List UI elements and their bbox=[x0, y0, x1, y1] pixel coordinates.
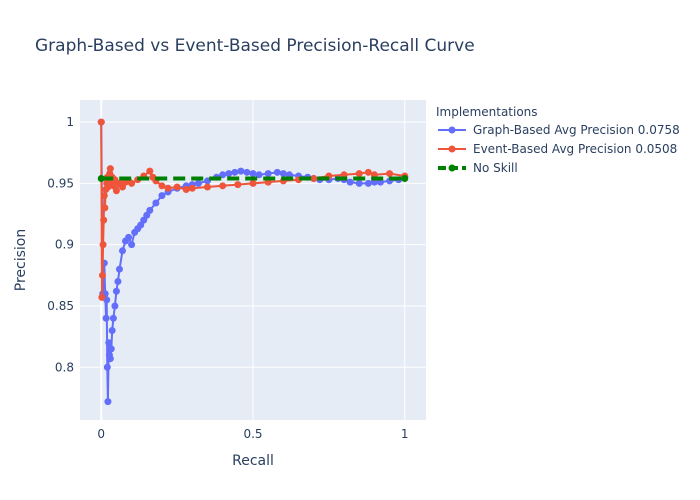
data-point bbox=[99, 241, 107, 249]
data-point bbox=[264, 170, 272, 178]
legend-label: Graph-Based Avg Precision 0.0758 bbox=[473, 123, 680, 137]
data-point bbox=[279, 170, 287, 178]
legend-label: Event-Based Avg Precision 0.0508 bbox=[473, 142, 677, 156]
y-axis-title: Precision bbox=[13, 229, 29, 291]
data-point bbox=[112, 187, 120, 195]
data-point bbox=[118, 247, 126, 255]
data-point bbox=[98, 271, 106, 279]
data-point bbox=[146, 167, 154, 175]
data-point bbox=[182, 186, 190, 194]
legend[interactable]: Implementations Graph-Based Avg Precisio… bbox=[436, 105, 680, 175]
legend-item[interactable]: No Skill bbox=[438, 161, 518, 175]
data-point bbox=[97, 118, 105, 126]
legend-title: Implementations bbox=[436, 105, 538, 119]
data-point bbox=[108, 326, 116, 334]
y-tick-label: 0.95 bbox=[47, 176, 74, 190]
data-point bbox=[237, 167, 245, 175]
y-tick-label: 0.9 bbox=[55, 238, 74, 252]
y-tick-label: 0.8 bbox=[55, 360, 74, 374]
data-point bbox=[106, 355, 114, 363]
data-point bbox=[355, 179, 363, 187]
data-point bbox=[188, 184, 196, 192]
data-point bbox=[401, 174, 409, 182]
data-point bbox=[173, 183, 181, 191]
data-point bbox=[364, 168, 372, 176]
data-point bbox=[234, 181, 242, 189]
legend-swatch-marker bbox=[448, 126, 456, 134]
data-point bbox=[115, 265, 123, 273]
data-point bbox=[225, 170, 233, 178]
data-point bbox=[355, 170, 363, 178]
legend-item[interactable]: Graph-Based Avg Precision 0.0758 bbox=[438, 123, 680, 137]
legend-label: No Skill bbox=[473, 161, 518, 175]
data-point bbox=[100, 192, 108, 200]
series-2 bbox=[97, 174, 409, 182]
data-point bbox=[105, 339, 113, 347]
legend-swatch-marker bbox=[448, 145, 456, 153]
data-point bbox=[112, 287, 120, 295]
data-point bbox=[203, 183, 211, 191]
data-point bbox=[146, 206, 154, 214]
data-point bbox=[310, 174, 318, 182]
data-point bbox=[386, 170, 394, 178]
data-point bbox=[128, 179, 136, 187]
chart-title: Graph-Based vs Event-Based Precision-Rec… bbox=[35, 36, 475, 56]
data-point bbox=[128, 241, 136, 249]
data-point bbox=[152, 199, 160, 207]
legend-items[interactable]: Graph-Based Avg Precision 0.0758 Event-Ba… bbox=[438, 123, 680, 175]
data-point bbox=[219, 182, 227, 190]
data-point bbox=[346, 178, 354, 186]
tick-labels: 0 0.5 1 0.8 0.85 0.9 0.95 1 bbox=[47, 115, 408, 441]
data-point bbox=[243, 168, 251, 176]
data-point bbox=[106, 165, 114, 173]
data-point bbox=[158, 192, 166, 200]
y-tick-label: 0.85 bbox=[47, 299, 74, 313]
x-tick-label: 0 bbox=[97, 427, 105, 441]
data-point bbox=[273, 168, 281, 176]
data-point bbox=[125, 233, 133, 241]
data-point bbox=[164, 184, 172, 192]
data-point bbox=[100, 216, 108, 224]
data-point bbox=[249, 179, 257, 187]
data-point bbox=[109, 314, 117, 322]
data-point bbox=[158, 182, 166, 190]
y-tick-label: 1 bbox=[66, 115, 74, 129]
legend-item[interactable]: Event-Based Avg Precision 0.0508 bbox=[438, 142, 677, 156]
x-tick-label: 0.5 bbox=[243, 427, 262, 441]
series-layer bbox=[97, 118, 409, 406]
data-point bbox=[107, 345, 115, 353]
data-point bbox=[97, 174, 105, 182]
data-point bbox=[101, 204, 109, 212]
x-axis-title: Recall bbox=[232, 453, 274, 469]
legend-swatch-marker bbox=[448, 164, 456, 172]
data-point bbox=[231, 168, 239, 176]
data-point bbox=[103, 363, 111, 371]
data-point bbox=[114, 277, 122, 285]
data-point bbox=[194, 179, 202, 187]
data-point bbox=[364, 179, 372, 187]
data-point bbox=[249, 170, 257, 178]
data-point bbox=[255, 171, 263, 179]
data-point bbox=[111, 302, 119, 310]
data-point bbox=[102, 314, 110, 322]
x-tick-label: 1 bbox=[401, 427, 409, 441]
data-point bbox=[98, 293, 106, 301]
data-point bbox=[104, 398, 112, 406]
